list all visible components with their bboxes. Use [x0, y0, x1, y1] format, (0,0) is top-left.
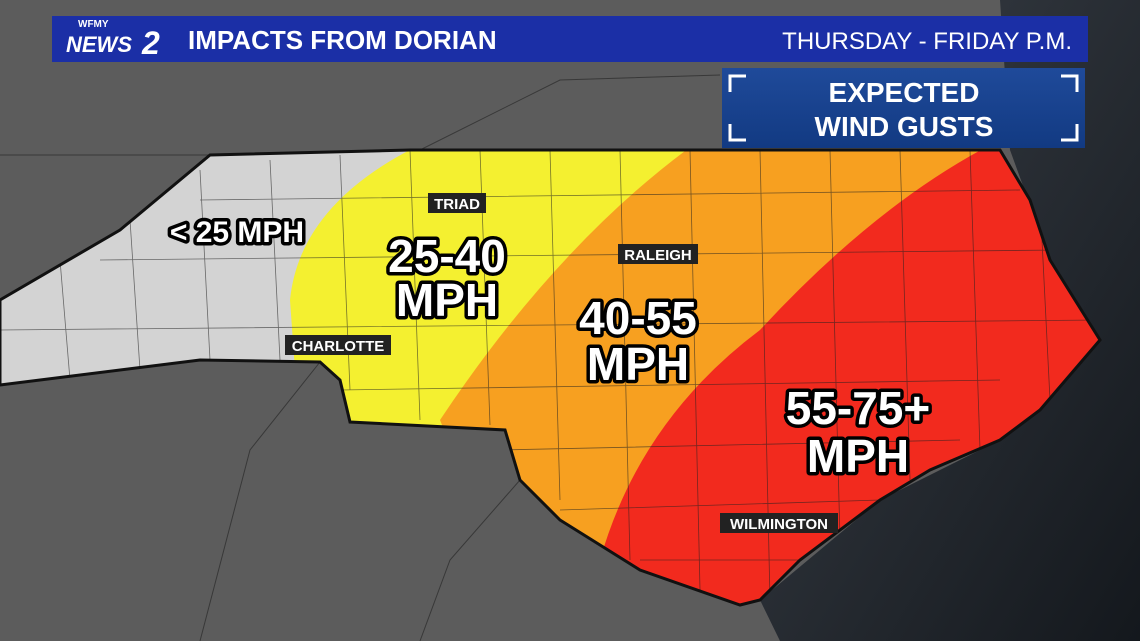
county-lines	[0, 150, 1100, 601]
ocean	[760, 0, 1140, 641]
zone-label: < 25 MPH	[170, 216, 304, 249]
city-tag-bg	[720, 513, 838, 533]
logo-top: WFMY	[78, 19, 109, 30]
city-label: WILMINGTON	[730, 516, 828, 533]
zone-label: MPH	[807, 430, 909, 482]
header-timeframe: THURSDAY - FRIDAY P.M.	[782, 28, 1072, 55]
nc-outline	[0, 148, 1102, 607]
city-tags: TRIAD RALEIGH CHARLOTTE WILMINGTON	[285, 193, 838, 533]
legend-line: EXPECTED	[829, 77, 980, 108]
logo-number: 2	[141, 25, 160, 61]
city-tag-bg	[428, 193, 486, 213]
zone-label: 55-75+	[786, 382, 931, 434]
legend-line: WIND GUSTS	[815, 111, 994, 142]
city-label: TRIAD	[434, 196, 480, 213]
city-label: RALEIGH	[624, 247, 692, 264]
legend-box	[722, 68, 1085, 148]
city-tag-bg	[285, 335, 391, 355]
legend-box-corners	[728, 74, 1079, 142]
zone-label: MPH	[396, 274, 498, 326]
header-title: IMPACTS FROM DORIAN	[188, 25, 497, 55]
city-label: CHARLOTTE	[292, 338, 385, 355]
logo-main: NEWS	[66, 32, 132, 57]
header-bar	[52, 16, 1088, 62]
zone-label: MPH	[587, 338, 689, 390]
city-tag-bg	[618, 244, 698, 264]
zone-label: 40-55	[579, 292, 697, 344]
zone-label: 25-40	[388, 230, 506, 282]
